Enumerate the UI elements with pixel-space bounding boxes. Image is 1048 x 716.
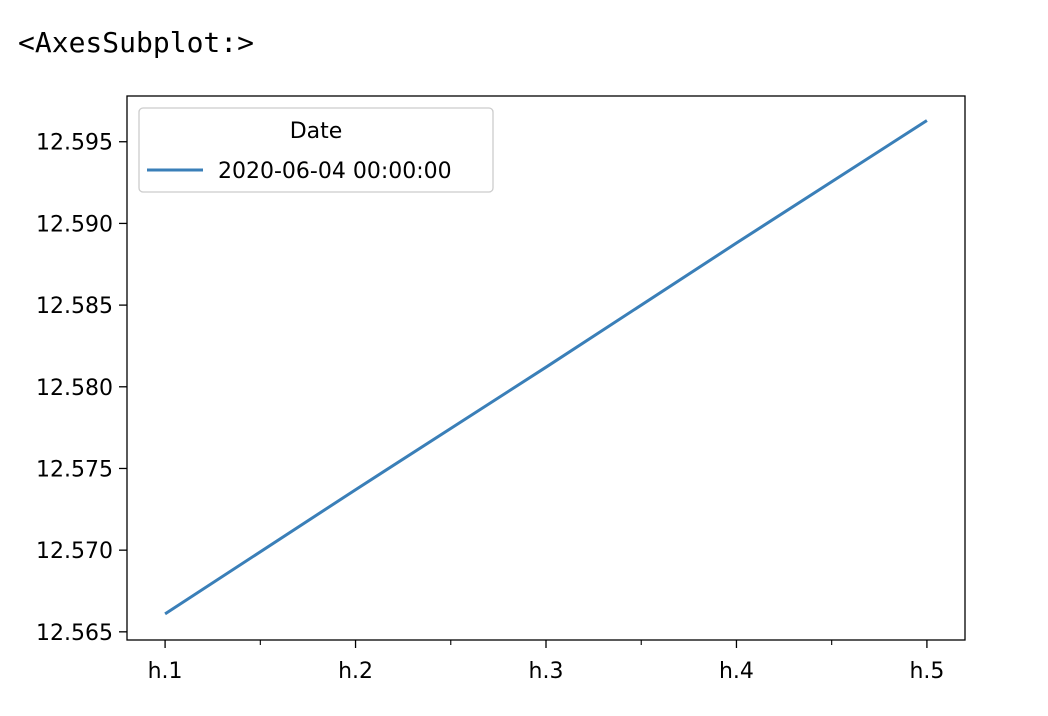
legend-box bbox=[138, 107, 494, 193]
y-tick-label: 12.580 bbox=[36, 376, 113, 401]
y-tick-label: 12.590 bbox=[36, 212, 113, 237]
legend: Date 2020-06-04 00:00:00 bbox=[138, 107, 494, 193]
x-tick-label: h.5 bbox=[909, 659, 944, 684]
series-line bbox=[164, 119, 928, 616]
x-tick-label: h.3 bbox=[529, 659, 564, 684]
y-tick-label: 12.575 bbox=[36, 457, 113, 482]
x-axis: h.1 h.2 h.3 h.4 h.5 bbox=[148, 640, 944, 684]
output-repr-text: <AxesSubplot:> bbox=[18, 26, 255, 59]
plot-series bbox=[164, 119, 928, 616]
legend-series-label: 2020-06-04 00:00:00 bbox=[218, 159, 452, 184]
y-tick-label: 12.585 bbox=[36, 294, 113, 319]
x-tick-label: h.4 bbox=[719, 659, 754, 684]
y-tick-label: 12.570 bbox=[36, 539, 113, 564]
x-tick-label: h.2 bbox=[338, 659, 373, 684]
y-axis: 12.565 12.570 12.575 12.580 12.585 12.590 12.5… bbox=[36, 131, 127, 646]
y-tick-label: 12.565 bbox=[36, 621, 113, 646]
legend-title: Date bbox=[290, 119, 343, 144]
x-tick-label: h.1 bbox=[148, 659, 183, 684]
y-tick-label: 12.595 bbox=[36, 131, 113, 156]
